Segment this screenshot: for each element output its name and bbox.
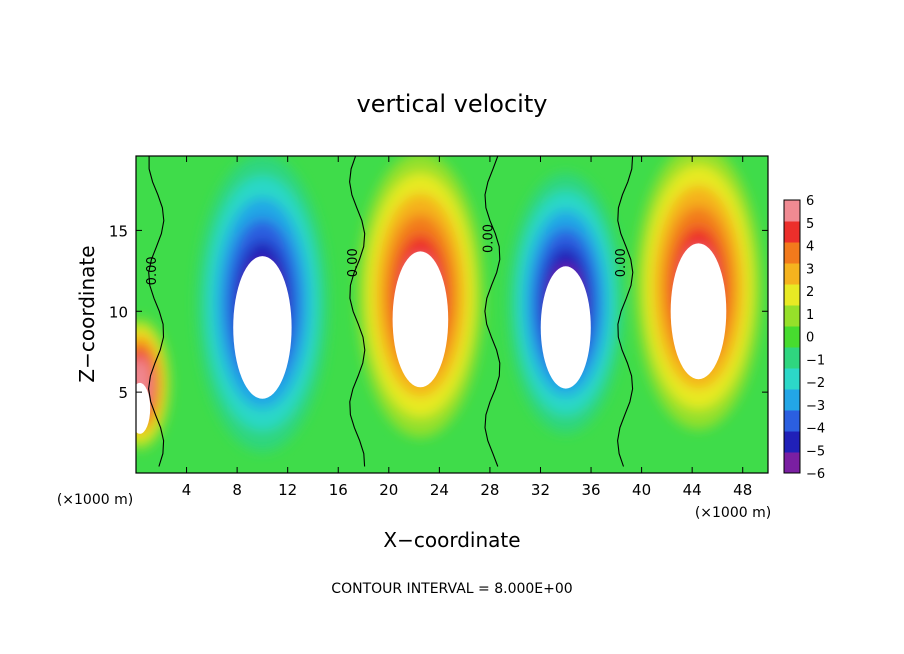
x-unit-left: (×1000 m) xyxy=(57,492,133,508)
colorbar-tick-label: 6 xyxy=(806,194,814,209)
contour-label: 0.00 xyxy=(145,256,160,285)
colorbar-swatch xyxy=(784,284,800,306)
y-axis-label: Z−coordinate xyxy=(75,245,99,382)
zero-contour xyxy=(349,156,366,467)
x-tick-label: 40 xyxy=(632,481,651,499)
colorbar-tick-label: −4 xyxy=(806,422,825,437)
x-unit-right: (×1000 m) xyxy=(695,505,771,521)
colorbar-swatch xyxy=(784,389,800,411)
colorbar-swatch xyxy=(784,410,800,432)
plot-frame xyxy=(135,155,769,474)
colorbar-tick-label: 3 xyxy=(806,262,814,277)
y-tick-label: 15 xyxy=(109,222,128,240)
x-tick-label: 24 xyxy=(430,481,449,499)
colorbar-tick-label: −3 xyxy=(806,399,825,414)
colorbar-frame xyxy=(783,199,801,474)
contour-label: 0.00 xyxy=(481,224,496,253)
y-tick-label: 10 xyxy=(109,303,128,321)
colorbar-tick-label: 2 xyxy=(806,285,814,300)
contour-label: 0.00 xyxy=(614,248,629,277)
cell-core xyxy=(136,382,151,434)
zero-contour xyxy=(148,156,165,467)
colorbar-swatch xyxy=(784,326,800,348)
colorbar-swatch xyxy=(784,221,800,243)
zero-contour xyxy=(617,156,634,467)
colorbar-tick-label: 0 xyxy=(806,331,814,346)
colorbar-tick-label: 1 xyxy=(806,308,814,323)
x-tick-label: 8 xyxy=(232,481,242,499)
cell-core xyxy=(233,256,292,399)
colorbar-swatch xyxy=(784,200,800,222)
colorbar-tick-label: −5 xyxy=(806,444,825,459)
y-tick-label: 5 xyxy=(118,384,128,402)
x-tick-label: 12 xyxy=(278,481,297,499)
colorbar: 6 5 4 3 2 1 0 −1 −2 −3 −4 −5 −6 xyxy=(783,194,825,482)
chart-title: vertical velocity xyxy=(357,90,548,118)
contour-interval-note: CONTOUR INTERVAL = 8.000E+00 xyxy=(331,581,572,597)
zero-contour xyxy=(484,156,501,467)
colorbar-tick-label: −6 xyxy=(806,467,825,482)
colorbar-swatch xyxy=(784,242,800,264)
colorbar-tick-label: 5 xyxy=(806,217,814,232)
colorbar-tick-label: −1 xyxy=(806,353,825,368)
colorbar-swatch xyxy=(784,347,800,369)
cell-core xyxy=(392,251,449,388)
x-tick-label: 20 xyxy=(379,481,398,499)
plot-area: 0.00 0.000.000.00 4 8 12 16 20 24 28 32 36 40 44 48 … xyxy=(109,155,769,499)
x-tick-label: 4 xyxy=(182,481,192,499)
x-tick-label: 48 xyxy=(733,481,752,499)
colorbar-tick-label: −2 xyxy=(806,376,825,391)
colorbar-swatch xyxy=(784,452,800,474)
contour-label: 0.00 xyxy=(346,248,361,277)
cell-core xyxy=(670,243,727,380)
x-tick-label: 28 xyxy=(480,481,499,499)
x-axis-label: X−coordinate xyxy=(383,528,520,552)
colorbar-swatch xyxy=(784,263,800,285)
colorbar-tick-label: 4 xyxy=(806,240,814,255)
x-tick-label: 44 xyxy=(683,481,702,499)
colorbar-swatch xyxy=(784,305,800,327)
colorbar-swatch xyxy=(784,431,800,453)
colorbar-swatch xyxy=(784,368,800,390)
cell-core xyxy=(540,266,591,389)
x-tick-label: 16 xyxy=(329,481,348,499)
x-tick-label: 36 xyxy=(581,481,600,499)
x-tick-label: 32 xyxy=(531,481,550,499)
